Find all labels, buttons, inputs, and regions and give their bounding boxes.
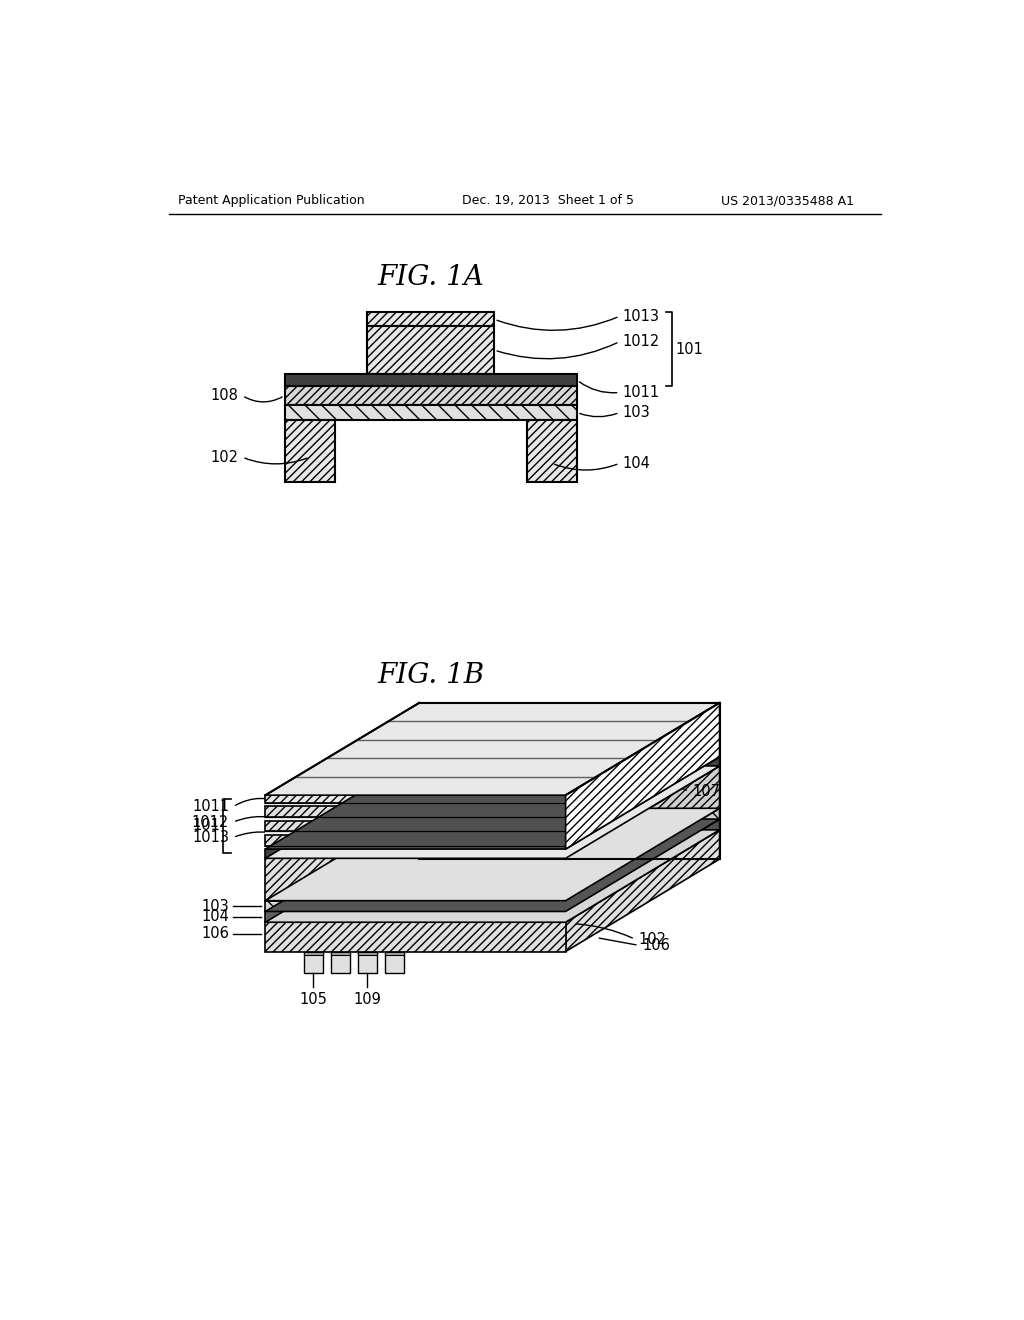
Bar xyxy=(285,420,335,482)
Polygon shape xyxy=(265,702,720,795)
Text: 1011: 1011 xyxy=(191,799,229,814)
Text: 1013: 1013 xyxy=(193,830,229,845)
Text: 101: 101 xyxy=(675,342,702,356)
Text: 103: 103 xyxy=(623,405,650,420)
Bar xyxy=(285,374,578,387)
Bar xyxy=(285,405,578,420)
Polygon shape xyxy=(265,803,565,807)
Bar xyxy=(527,420,578,482)
Polygon shape xyxy=(265,900,565,911)
Polygon shape xyxy=(265,808,720,900)
Text: 106: 106 xyxy=(202,927,229,941)
Bar xyxy=(385,952,403,956)
Text: Patent Application Publication: Patent Application Publication xyxy=(178,194,365,207)
Text: 105: 105 xyxy=(299,991,327,1007)
Bar xyxy=(265,832,565,834)
Polygon shape xyxy=(565,756,720,858)
Polygon shape xyxy=(265,756,720,849)
Bar xyxy=(385,952,403,973)
Text: 1013: 1013 xyxy=(623,309,659,323)
Bar xyxy=(331,952,350,973)
Polygon shape xyxy=(265,818,720,911)
Text: 101: 101 xyxy=(193,818,220,833)
Bar xyxy=(265,817,565,821)
Polygon shape xyxy=(565,818,720,923)
Text: FIG. 1A: FIG. 1A xyxy=(378,264,484,292)
Text: US 2013/0335488 A1: US 2013/0335488 A1 xyxy=(721,194,854,207)
Text: Dec. 19, 2013  Sheet 1 of 5: Dec. 19, 2013 Sheet 1 of 5 xyxy=(462,194,634,207)
Text: 102: 102 xyxy=(210,450,239,465)
Text: 1012: 1012 xyxy=(623,334,659,350)
Polygon shape xyxy=(565,702,720,849)
Polygon shape xyxy=(265,834,565,846)
Polygon shape xyxy=(265,766,720,858)
Bar xyxy=(304,952,323,956)
Polygon shape xyxy=(265,807,565,817)
Polygon shape xyxy=(265,849,565,858)
Bar xyxy=(357,952,377,973)
Bar xyxy=(357,952,377,956)
Polygon shape xyxy=(265,830,720,923)
Polygon shape xyxy=(265,821,565,832)
Text: FIG. 1B: FIG. 1B xyxy=(377,663,484,689)
Text: 106: 106 xyxy=(643,937,671,953)
Text: 102: 102 xyxy=(639,932,667,946)
Polygon shape xyxy=(565,830,720,952)
Polygon shape xyxy=(265,858,565,900)
Text: 103: 103 xyxy=(202,899,229,913)
Polygon shape xyxy=(565,702,720,849)
Text: 107: 107 xyxy=(692,784,721,799)
Polygon shape xyxy=(265,795,565,803)
Text: 104: 104 xyxy=(202,909,229,924)
Bar xyxy=(285,387,578,405)
Polygon shape xyxy=(265,832,565,834)
Polygon shape xyxy=(265,911,565,923)
Polygon shape xyxy=(265,923,565,952)
Text: 109: 109 xyxy=(353,991,381,1007)
Bar xyxy=(265,803,565,807)
Bar xyxy=(368,326,495,374)
Bar xyxy=(331,952,350,956)
Text: 1011: 1011 xyxy=(623,385,659,400)
Bar xyxy=(304,952,323,973)
Bar xyxy=(368,313,495,326)
Polygon shape xyxy=(565,808,720,911)
Polygon shape xyxy=(265,817,565,821)
Text: 104: 104 xyxy=(623,455,650,471)
Text: 108: 108 xyxy=(211,388,239,403)
Text: 1012: 1012 xyxy=(191,814,229,830)
Polygon shape xyxy=(565,766,720,900)
